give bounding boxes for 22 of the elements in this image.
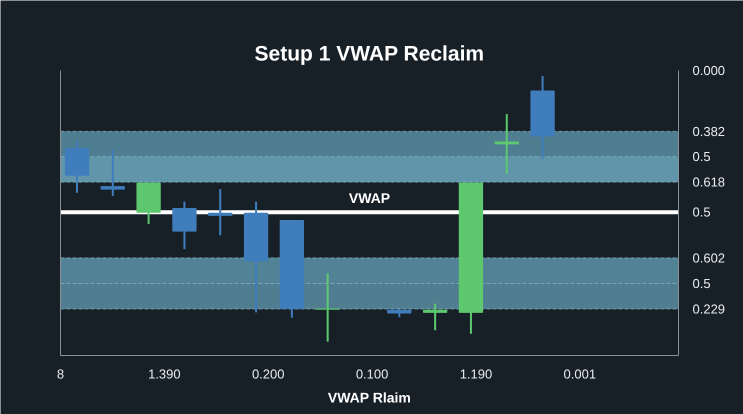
candlestick bbox=[172, 200, 197, 250]
text: 0.618 bbox=[692, 174, 726, 190]
text: 0.5 bbox=[692, 276, 711, 291]
chart-title: Setup 1 VWAP Reclaim bbox=[254, 42, 484, 66]
text: 0.602 bbox=[692, 250, 726, 266]
x-axis-title: VWAP Rlaim bbox=[328, 390, 411, 406]
text: 0.5 bbox=[692, 149, 711, 164]
text: 0.5 bbox=[692, 204, 711, 220]
text: 1.190 bbox=[460, 366, 492, 382]
text: 0.001 bbox=[564, 366, 596, 382]
text: 8 bbox=[56, 366, 64, 382]
text: 0.000 bbox=[692, 63, 726, 78]
candlestick bbox=[208, 188, 232, 236]
text: 0.200 bbox=[252, 366, 285, 382]
candlestick bbox=[100, 148, 125, 197]
text: 0.382 bbox=[692, 124, 726, 139]
candlestick bbox=[422, 302, 448, 332]
ref-line-label: VWAP bbox=[348, 190, 390, 206]
candlestick bbox=[494, 113, 519, 175]
text: 0.100 bbox=[356, 366, 388, 382]
text: 0.229 bbox=[692, 301, 726, 316]
text: 1.390 bbox=[148, 366, 181, 382]
